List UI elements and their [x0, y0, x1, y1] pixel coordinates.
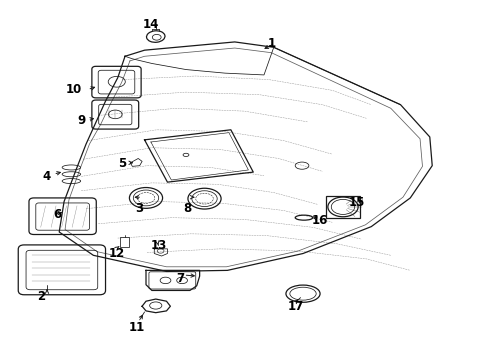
Text: 10: 10 [65, 83, 81, 96]
Text: 14: 14 [143, 18, 159, 31]
Text: 2: 2 [37, 290, 45, 303]
Bar [120, 237, 129, 247]
Text: 13: 13 [151, 239, 167, 252]
Text: 4: 4 [42, 170, 50, 183]
Text: 11: 11 [129, 320, 145, 333]
Text: 16: 16 [311, 214, 327, 227]
Bar [326, 196, 359, 218]
Text: 7: 7 [176, 272, 184, 285]
Text: 6: 6 [53, 208, 61, 221]
Text: 15: 15 [347, 196, 364, 209]
Text: 5: 5 [118, 157, 126, 170]
Text: 1: 1 [267, 37, 275, 50]
Text: 8: 8 [183, 202, 191, 215]
Text: 9: 9 [78, 114, 86, 127]
Text: 12: 12 [109, 247, 125, 260]
Text: 17: 17 [287, 300, 303, 313]
Text: 3: 3 [135, 202, 142, 215]
